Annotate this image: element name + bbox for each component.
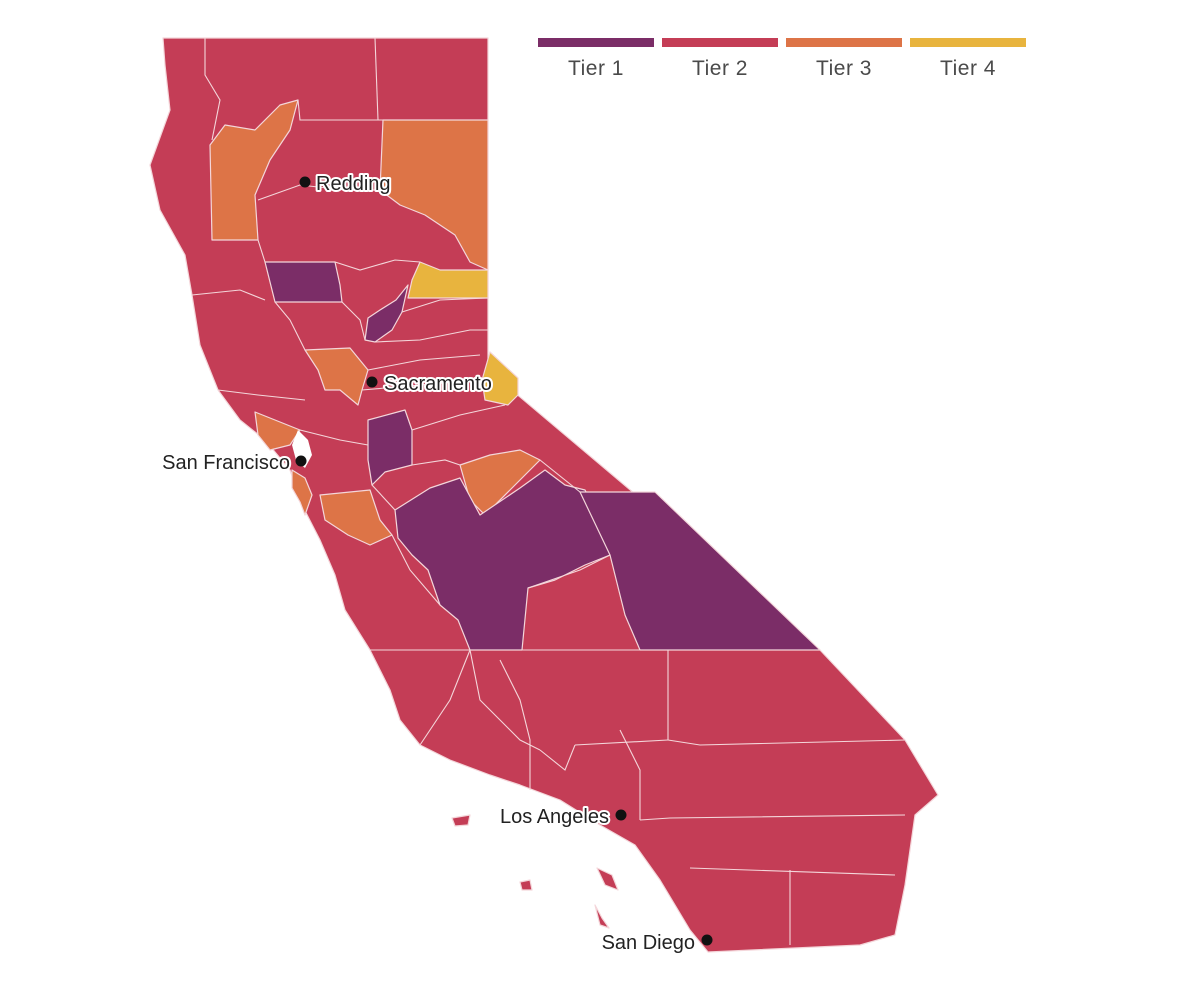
city-dot (299, 176, 311, 188)
county-boundaries (191, 37, 906, 945)
legend-label-tier-4: Tier 4 (940, 57, 996, 80)
legend-label-tier-1: Tier 1 (568, 57, 624, 80)
county-tier1 (367, 409, 413, 486)
county-tier3 (379, 119, 489, 271)
city-marker-sacramento: Sacramento (366, 371, 494, 397)
legend-item-tier-3: Tier 3 (786, 38, 902, 81)
legend-item-tier-4: Tier 4 (910, 38, 1026, 81)
channel-island (596, 867, 619, 891)
county-tier3 (319, 489, 393, 546)
city-label-sacramento: Sacramento (384, 373, 492, 395)
city-label-san-diego: San Diego (602, 932, 695, 954)
city-marker-los-angeles: Los Angeles (498, 804, 627, 830)
city-label-redding: Redding (316, 173, 391, 195)
city-marker-san-diego: San Diego (600, 930, 713, 956)
city-label-san-francisco: San Francisco (162, 452, 290, 474)
channel-island (594, 904, 610, 929)
legend-swatch-tier-3 (786, 38, 902, 47)
legend-item-tier-1: Tier 1 (538, 38, 654, 81)
city-dot (615, 809, 627, 821)
legend-label-tier-2: Tier 2 (692, 57, 748, 80)
channel-island (519, 879, 533, 891)
city-dot (366, 376, 378, 388)
county-tier1 (394, 469, 611, 651)
county-tier1 (264, 261, 343, 303)
legend-swatch-tier-2 (662, 38, 778, 47)
city-marker-redding: Redding (299, 171, 393, 197)
county-tier3 (304, 347, 369, 406)
city-label-los-angeles: Los Angeles (500, 806, 609, 828)
legend-item-tier-2: Tier 2 (662, 38, 778, 81)
city-dot (295, 455, 307, 467)
tier-legend: Tier 1 Tier 2 Tier 3 Tier 4 (538, 38, 1026, 81)
legend-swatch-tier-1 (538, 38, 654, 47)
legend-swatch-tier-4 (910, 38, 1026, 47)
county-tier3 (291, 469, 313, 516)
channel-island (451, 814, 471, 827)
county-tier3 (254, 411, 301, 451)
legend-label-tier-3: Tier 3 (816, 57, 872, 80)
city-marker-san-francisco: San Francisco (160, 450, 307, 476)
city-dot (701, 934, 713, 946)
